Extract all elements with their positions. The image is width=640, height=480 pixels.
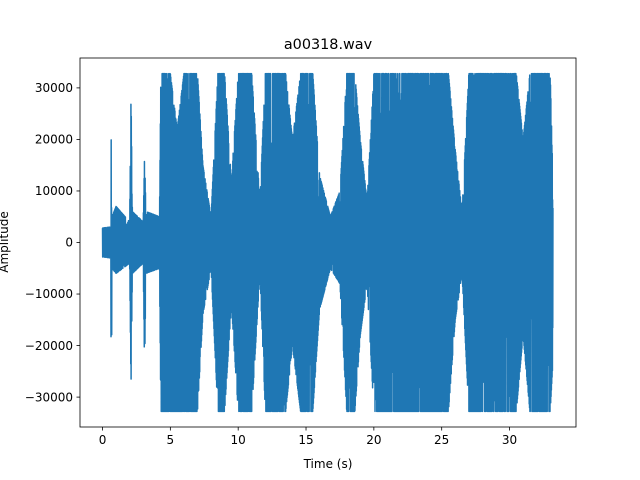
y-tick-label: −20000 [25,339,73,353]
y-axis-label: Amplitude [0,211,11,273]
x-tick-label: 20 [366,433,381,447]
waveform-line [101,72,554,413]
x-tick-label: 5 [167,433,175,447]
x-tick-label: 25 [434,433,449,447]
x-axis-label: Time (s) [303,457,353,471]
chart-title: a00318.wav [284,37,373,53]
y-tick-label: 30000 [35,81,73,95]
y-tick-label: −10000 [25,287,73,301]
x-tick-label: 0 [99,433,107,447]
x-tick-label: 30 [502,433,517,447]
plot-area [101,72,554,413]
y-tick-label: 10000 [35,184,73,198]
plot-frame [79,57,577,428]
y-tick-label: 0 [65,236,73,250]
y-tick-label: −30000 [25,390,73,404]
y-tick-label: 20000 [35,133,73,147]
x-axis: 0 5 10 15 20 25 30 [99,427,517,447]
y-axis: −30000 −20000 −10000 0 10000 20000 30000 [25,81,80,404]
x-tick-label: 10 [231,433,246,447]
x-tick-label: 15 [298,433,313,447]
